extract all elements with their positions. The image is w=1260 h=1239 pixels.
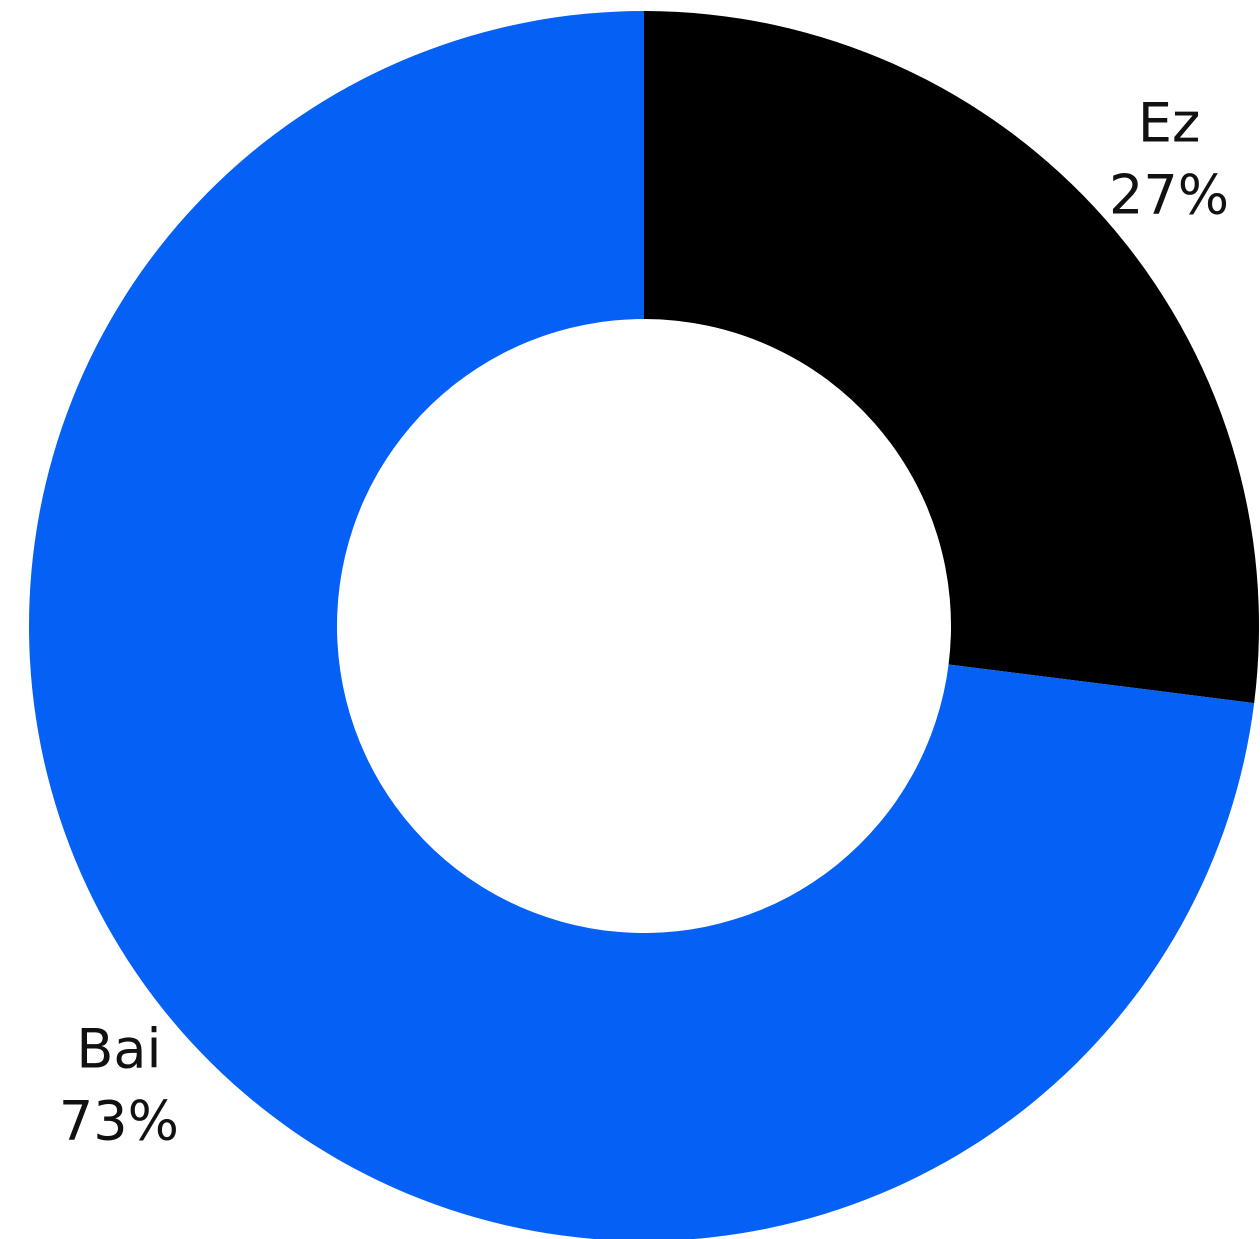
slice	[29, 11, 1255, 1239]
value-label: 27%	[1109, 164, 1229, 227]
value-label: 73%	[59, 1090, 179, 1153]
slice	[644, 11, 1259, 704]
slice-label: Bai	[76, 1018, 161, 1081]
slice-label: Ez	[1138, 92, 1200, 155]
